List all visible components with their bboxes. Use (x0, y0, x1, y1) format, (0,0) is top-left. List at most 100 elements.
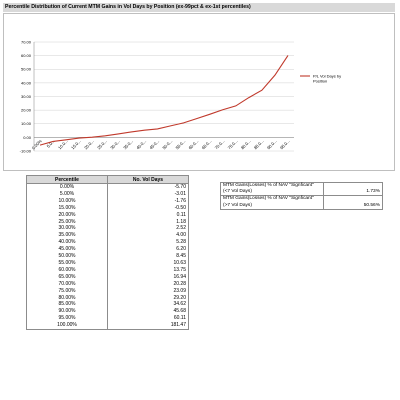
significance-label-line1: MTM Gains(Losses) % of NAV "Signficant" (223, 183, 314, 188)
y-tick-label: 70.00 (21, 39, 32, 44)
percentile-cell: 50.00% (26, 253, 108, 260)
vol-days-cell: 34.62 (107, 301, 189, 309)
table-row: 80.00% 29.20 (26, 294, 189, 302)
vol-days-cell: -5.70 (107, 183, 189, 191)
percentile-cell: 85.00% (26, 301, 108, 309)
x-tick-label: 90.0... (266, 139, 278, 151)
table-row: 95.00% 60.11 (26, 315, 189, 323)
y-tick-label: -10.00 (20, 148, 32, 153)
table-row: 45.00% 6.20 (26, 246, 189, 254)
x-tick-label: 50.0... (161, 139, 173, 151)
percentile-cell: 10.00% (26, 197, 108, 205)
significance-label-line2: (>7 Vol Days) (223, 202, 252, 208)
percentile-cell: 65.00% (26, 273, 108, 281)
vol-days-cell: -0.50 (107, 204, 189, 212)
percentile-cell: 60.00% (26, 266, 108, 274)
x-tick-label: 25.0... (96, 139, 108, 151)
x-tick-label: 10.0... (57, 139, 69, 151)
x-tick-label: 40.0... (135, 139, 147, 151)
x-tick-label: 75.0... (227, 139, 239, 151)
x-tick-label: 85.0... (253, 139, 265, 151)
vol-days-cell: 5.28 (107, 239, 189, 247)
significance-table: MTM Gains(Losses) % of NAV "Signficant"(… (220, 181, 383, 210)
x-tick-label: 30.0... (109, 139, 121, 151)
x-tick-label: 80.0... (240, 139, 252, 151)
percentile-cell: 70.00% (26, 280, 108, 288)
vol-days-cell: 20.28 (107, 280, 189, 288)
percentile-cell: 100.00% (26, 322, 108, 331)
percentile-cell: 20.00% (26, 211, 108, 219)
table-row: 20.00% 0.11 (26, 211, 189, 219)
vol-days-cell: 0.11 (107, 211, 189, 219)
table-row: 70.00% 20.28 (26, 280, 189, 288)
header-vol-days: No. Vol Days (107, 175, 189, 184)
percentile-cell: 0.00% (26, 183, 108, 191)
table-row: 40.00% 5.28 (26, 239, 189, 247)
x-tick-label: 20.0... (83, 139, 95, 151)
x-tick-label: 5.0... (46, 139, 56, 149)
percentile-cell: 25.00% (26, 218, 108, 226)
significance-value: 1.73% (323, 181, 383, 197)
x-tick-label: 60.0... (188, 139, 200, 151)
x-tick-label: 15.0... (70, 139, 82, 151)
vol-days-cell: 181.47 (107, 322, 189, 331)
vol-days-cell: -3.01 (107, 190, 189, 198)
percentile-cell: 90.00% (26, 308, 108, 316)
percentile-cell: 55.00% (26, 259, 108, 267)
x-tick-label: 45.0... (148, 139, 160, 151)
percentile-cell: 40.00% (26, 239, 108, 247)
table-row: 90.00% 45.68 (26, 308, 189, 316)
significance-label: MTM Gains(Losses) % of NAV "Signficant"(… (220, 195, 324, 210)
table-row: 35.00% 4.00 (26, 232, 189, 240)
x-tick-label: 55.0... (175, 139, 187, 151)
significance-label: MTM Gains(Losses) % of NAV "Signficant"(… (220, 181, 324, 197)
table-row: 10.00% -1.76 (26, 197, 189, 205)
x-tick-label: 35.0... (122, 139, 134, 151)
y-tick-label: 30.00 (21, 94, 32, 99)
table-header-row: Percentile No. Vol Days (26, 175, 189, 184)
x-tick-label: 65.0... (201, 139, 213, 151)
header-percentile: Percentile (26, 175, 108, 184)
series-line (39, 55, 289, 146)
vol-days-cell: -1.76 (107, 197, 189, 205)
vol-days-cell: 16.94 (107, 273, 189, 281)
vol-days-cell: 45.68 (107, 308, 189, 316)
percentile-cell: 75.00% (26, 287, 108, 295)
sheet-title: Percentile Distribution of Current MTM G… (3, 3, 395, 12)
table-row: 15.00% -0.50 (26, 204, 189, 212)
percentile-cell: 35.00% (26, 232, 108, 240)
vol-days-cell: 29.20 (107, 294, 189, 302)
x-tick-label: 70.0... (214, 139, 226, 151)
table-row: 25.00% 1.18 (26, 218, 189, 226)
chart-frame: 70.00 60.00 50.00 40.00 30.00 20.00 10.00 0.00 -… (3, 13, 395, 171)
table-row: 75.00% 23.09 (26, 287, 189, 295)
significance-row: MTM Gains(Losses) % of NAV "Signficant"(… (220, 181, 383, 197)
vol-days-cell: 23.09 (107, 287, 189, 295)
vol-days-cell: 60.11 (107, 315, 189, 323)
vol-days-cell: 2.52 (107, 225, 189, 233)
table-row: 85.00% 34.62 (26, 301, 189, 309)
percentile-cell: 5.00% (26, 190, 108, 198)
significance-row: MTM Gains(Losses) % of NAV "Signficant"(… (220, 195, 383, 210)
percentile-cell: 95.00% (26, 315, 108, 323)
table-row: 0.00% -5.70 (26, 183, 189, 191)
table-row: 100.00% 181.47 (26, 322, 189, 331)
significance-value: 50.56% (323, 195, 383, 210)
significance-label-line1: MTM Gains(Losses) % of NAV "Signficant" (223, 196, 314, 202)
y-tick-label: 0.00 (23, 135, 32, 140)
x-tick-label: 95.0... (279, 139, 291, 151)
significance-label-line2: (<7 Vol Days) (223, 189, 252, 195)
legend-label: P/L Vol Days by Position (313, 74, 341, 84)
table-row: 65.00% 16.94 (26, 273, 189, 281)
percentile-table: Percentile No. Vol Days 0.00% -5.70 5.00% -… (26, 175, 189, 331)
vol-days-cell: 10.63 (107, 259, 189, 267)
percentile-cell: 80.00% (26, 294, 108, 302)
y-tick-label: 60.00 (21, 53, 32, 58)
vol-days-cell: 13.75 (107, 266, 189, 274)
y-tick-label: 40.00 (21, 80, 32, 85)
percentile-cell: 15.00% (26, 204, 108, 212)
y-tick-label: 20.00 (21, 108, 32, 113)
percentile-cell: 45.00% (26, 246, 108, 254)
vol-days-cell: 8.45 (107, 253, 189, 260)
table-row: 50.00% 8.45 (26, 253, 189, 260)
